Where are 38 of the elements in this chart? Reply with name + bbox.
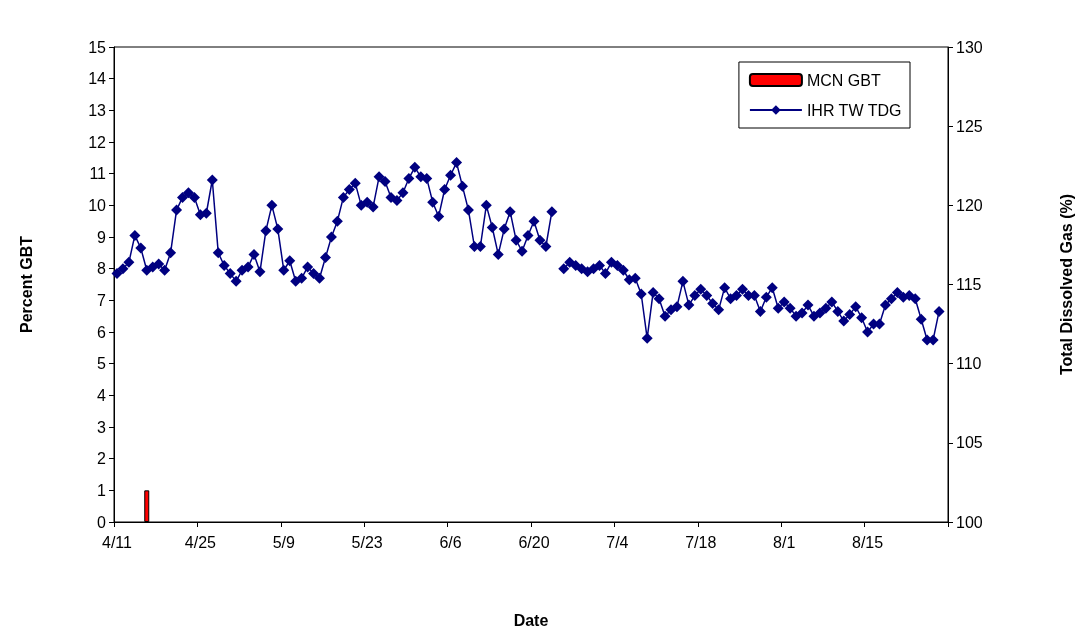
legend-label: IHR TW TDG: [806, 101, 902, 119]
x-tick-label: 5/9: [272, 533, 295, 551]
x-tick-label: 4/25: [184, 533, 217, 551]
y-tick-label: 9: [97, 228, 107, 246]
y2-tick-label: 105: [956, 434, 983, 452]
y-tick-label: 12: [88, 133, 107, 151]
y-tick-label: 10: [88, 196, 107, 214]
y-tick-label: 0: [97, 513, 107, 531]
y-tick-label: 11: [89, 165, 107, 183]
y-tick-label: 7: [97, 291, 107, 309]
y-axis-title: Percent GBT: [17, 235, 35, 333]
y-tick-label: 6: [97, 323, 107, 341]
y2-axis-title: Total Dissolved Gas (%): [1057, 193, 1075, 376]
y-tick-label: 1: [97, 481, 107, 499]
x-tick-label: 8/15: [852, 533, 884, 551]
y-tick-label: 13: [88, 101, 107, 119]
y-tick-label: 3: [97, 418, 107, 436]
y-tick-label: 2: [97, 450, 107, 468]
x-tick-label: 7/18: [685, 533, 717, 551]
y-tick-label: 5: [97, 355, 107, 373]
x-tick-label: 7/4: [606, 533, 629, 551]
y2-tick-label: 110: [956, 355, 982, 373]
y2-tick-label: 120: [956, 196, 983, 214]
y-tick-label: 15: [88, 38, 107, 56]
y2-tick-label: 115: [956, 276, 982, 293]
x-tick-label: 6/20: [518, 533, 550, 551]
y2-tick-label: 100: [956, 513, 983, 531]
y-tick-label: 8: [97, 260, 107, 278]
x-axis-title: Date: [513, 611, 549, 629]
y2-tick-label: 125: [956, 117, 983, 135]
y2-tick-label: 130: [956, 38, 983, 56]
x-tick-label: 4/11: [102, 533, 133, 551]
x-tick-label: 5/23: [351, 533, 383, 551]
legend-label: MCN GBT: [806, 71, 881, 89]
x-tick-label: 8/1: [773, 533, 796, 551]
x-tick-label: 6/6: [439, 533, 462, 551]
y-tick-label: 14: [88, 70, 107, 88]
y-tick-label: 4: [97, 386, 107, 404]
